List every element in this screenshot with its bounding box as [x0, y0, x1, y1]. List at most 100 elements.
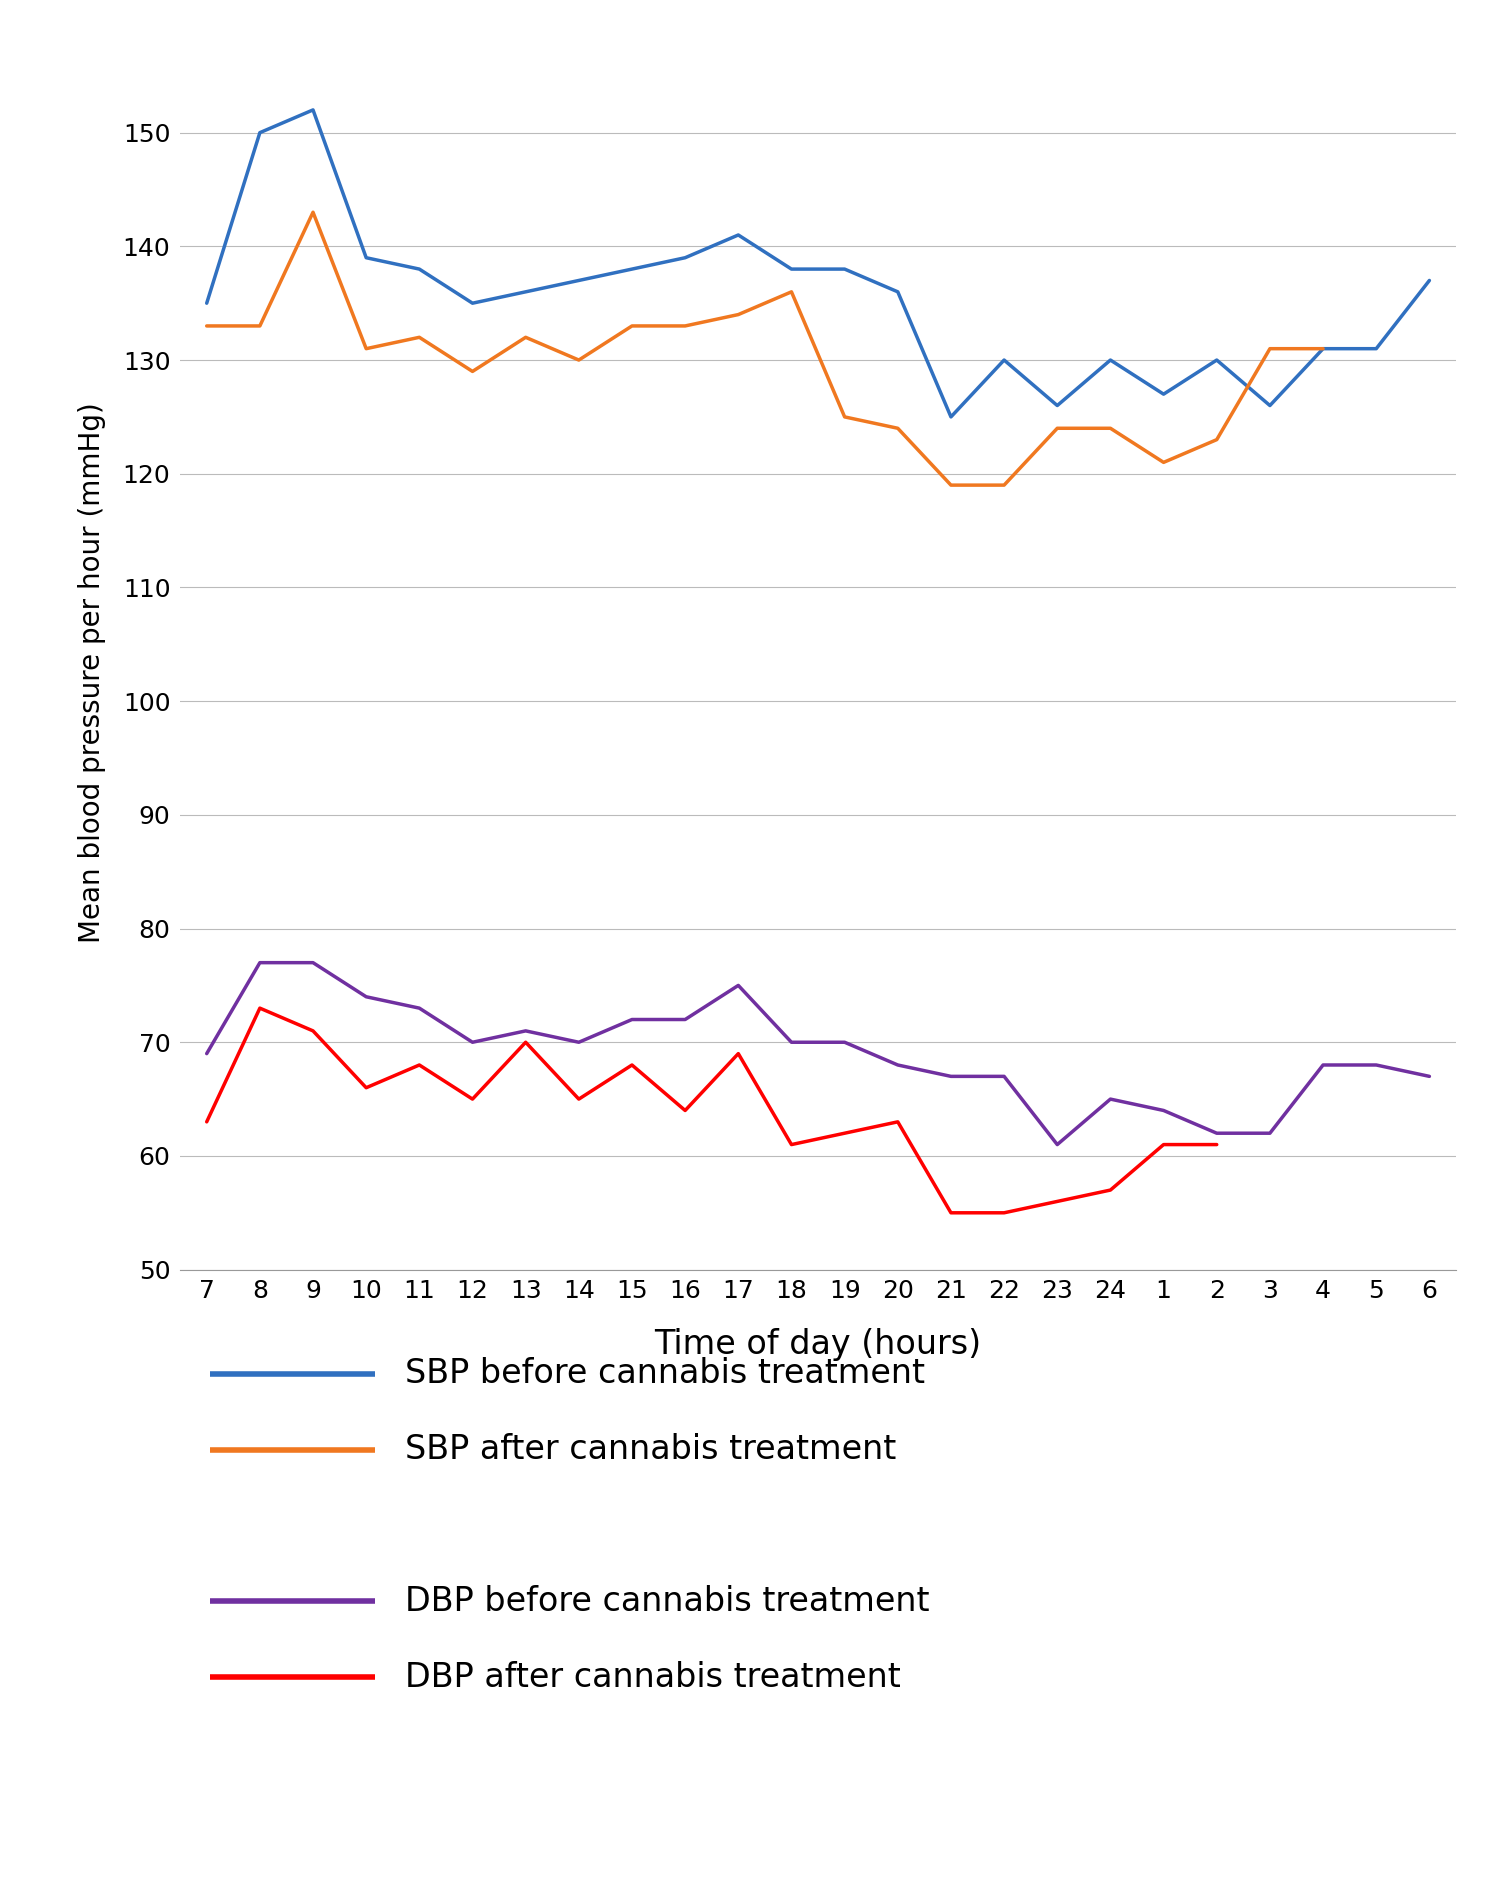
SBP before cannabis treatment — [516, 280, 534, 303]
X-axis label: Time of day (hours): Time of day (hours) — [654, 1328, 982, 1361]
SBP after cannabis treatment — [305, 201, 323, 224]
DBP after cannabis treatment — [782, 1133, 800, 1156]
SBP before cannabis treatment — [943, 406, 961, 428]
DBP after cannabis treatment — [623, 1054, 641, 1076]
DBP before cannabis treatment — [1313, 1054, 1331, 1076]
SBP before cannabis treatment — [889, 280, 907, 303]
DBP before cannabis treatment — [464, 1031, 482, 1054]
SBP before cannabis treatment — [305, 99, 323, 121]
SBP before cannabis treatment — [675, 246, 693, 269]
DBP before cannabis treatment — [889, 1054, 907, 1076]
DBP before cannabis treatment — [198, 1042, 216, 1065]
SBP after cannabis treatment — [198, 315, 216, 337]
DBP before cannabis treatment — [729, 974, 747, 997]
SBP before cannabis treatment — [570, 269, 588, 292]
DBP after cannabis treatment — [836, 1122, 854, 1145]
SBP before cannabis treatment — [1420, 269, 1438, 292]
DBP before cannabis treatment — [675, 1008, 693, 1031]
Text: DBP before cannabis treatment: DBP before cannabis treatment — [405, 1584, 929, 1618]
DBP after cannabis treatment — [198, 1110, 216, 1133]
SBP before cannabis treatment — [357, 246, 375, 269]
DBP before cannabis treatment — [995, 1065, 1013, 1088]
SBP before cannabis treatment — [251, 121, 269, 144]
SBP after cannabis treatment — [357, 337, 375, 360]
DBP after cannabis treatment — [889, 1110, 907, 1133]
DBP after cannabis treatment — [1048, 1190, 1066, 1213]
DBP after cannabis treatment — [1102, 1179, 1120, 1201]
SBP before cannabis treatment — [729, 224, 747, 246]
SBP after cannabis treatment — [889, 417, 907, 440]
Line: SBP after cannabis treatment: SBP after cannabis treatment — [207, 212, 1322, 485]
SBP before cannabis treatment — [623, 258, 641, 280]
DBP before cannabis treatment — [1048, 1133, 1066, 1156]
SBP after cannabis treatment — [995, 474, 1013, 496]
SBP before cannabis treatment — [1367, 337, 1385, 360]
SBP before cannabis treatment — [1261, 394, 1279, 417]
DBP after cannabis treatment — [729, 1042, 747, 1065]
SBP after cannabis treatment — [410, 326, 428, 349]
DBP before cannabis treatment — [1367, 1054, 1385, 1076]
DBP before cannabis treatment — [1420, 1065, 1438, 1088]
SBP after cannabis treatment — [464, 360, 482, 383]
Line: DBP before cannabis treatment: DBP before cannabis treatment — [207, 963, 1429, 1145]
DBP before cannabis treatment — [782, 1031, 800, 1054]
SBP after cannabis treatment — [1208, 428, 1226, 451]
Text: DBP after cannabis treatment: DBP after cannabis treatment — [405, 1660, 901, 1694]
SBP after cannabis treatment — [251, 315, 269, 337]
SBP before cannabis treatment — [1313, 337, 1331, 360]
SBP after cannabis treatment — [1048, 417, 1066, 440]
DBP after cannabis treatment — [305, 1020, 323, 1042]
Text: SBP after cannabis treatment: SBP after cannabis treatment — [405, 1433, 896, 1467]
SBP after cannabis treatment — [943, 474, 961, 496]
SBP after cannabis treatment — [1313, 337, 1331, 360]
DBP after cannabis treatment — [357, 1076, 375, 1099]
SBP after cannabis treatment — [1154, 451, 1172, 474]
SBP after cannabis treatment — [1102, 417, 1120, 440]
SBP before cannabis treatment — [782, 258, 800, 280]
SBP after cannabis treatment — [516, 326, 534, 349]
DBP before cannabis treatment — [1208, 1122, 1226, 1145]
SBP after cannabis treatment — [836, 406, 854, 428]
DBP before cannabis treatment — [836, 1031, 854, 1054]
DBP before cannabis treatment — [1154, 1099, 1172, 1122]
DBP before cannabis treatment — [251, 951, 269, 974]
SBP after cannabis treatment — [623, 315, 641, 337]
DBP before cannabis treatment — [305, 951, 323, 974]
DBP after cannabis treatment — [675, 1099, 693, 1122]
DBP before cannabis treatment — [570, 1031, 588, 1054]
DBP after cannabis treatment — [570, 1088, 588, 1110]
SBP after cannabis treatment — [570, 349, 588, 371]
SBP after cannabis treatment — [729, 303, 747, 326]
DBP before cannabis treatment — [357, 985, 375, 1008]
DBP after cannabis treatment — [1154, 1133, 1172, 1156]
SBP before cannabis treatment — [1102, 349, 1120, 371]
SBP after cannabis treatment — [782, 280, 800, 303]
Line: SBP before cannabis treatment: SBP before cannabis treatment — [207, 110, 1429, 417]
Text: SBP before cannabis treatment: SBP before cannabis treatment — [405, 1357, 925, 1391]
SBP before cannabis treatment — [464, 292, 482, 315]
DBP after cannabis treatment — [410, 1054, 428, 1076]
SBP before cannabis treatment — [1048, 394, 1066, 417]
SBP after cannabis treatment — [675, 315, 693, 337]
DBP after cannabis treatment — [995, 1201, 1013, 1224]
SBP before cannabis treatment — [198, 292, 216, 315]
DBP after cannabis treatment — [516, 1031, 534, 1054]
Y-axis label: Mean blood pressure per hour (mmHg): Mean blood pressure per hour (mmHg) — [78, 402, 107, 944]
SBP before cannabis treatment — [1208, 349, 1226, 371]
DBP before cannabis treatment — [1102, 1088, 1120, 1110]
SBP before cannabis treatment — [836, 258, 854, 280]
DBP before cannabis treatment — [410, 997, 428, 1020]
DBP before cannabis treatment — [623, 1008, 641, 1031]
SBP before cannabis treatment — [410, 258, 428, 280]
Line: DBP after cannabis treatment: DBP after cannabis treatment — [207, 1008, 1217, 1213]
SBP before cannabis treatment — [995, 349, 1013, 371]
DBP before cannabis treatment — [516, 1020, 534, 1042]
DBP after cannabis treatment — [943, 1201, 961, 1224]
DBP after cannabis treatment — [464, 1088, 482, 1110]
DBP before cannabis treatment — [943, 1065, 961, 1088]
DBP after cannabis treatment — [251, 997, 269, 1020]
SBP after cannabis treatment — [1261, 337, 1279, 360]
DBP before cannabis treatment — [1261, 1122, 1279, 1145]
SBP before cannabis treatment — [1154, 383, 1172, 406]
DBP after cannabis treatment — [1208, 1133, 1226, 1156]
